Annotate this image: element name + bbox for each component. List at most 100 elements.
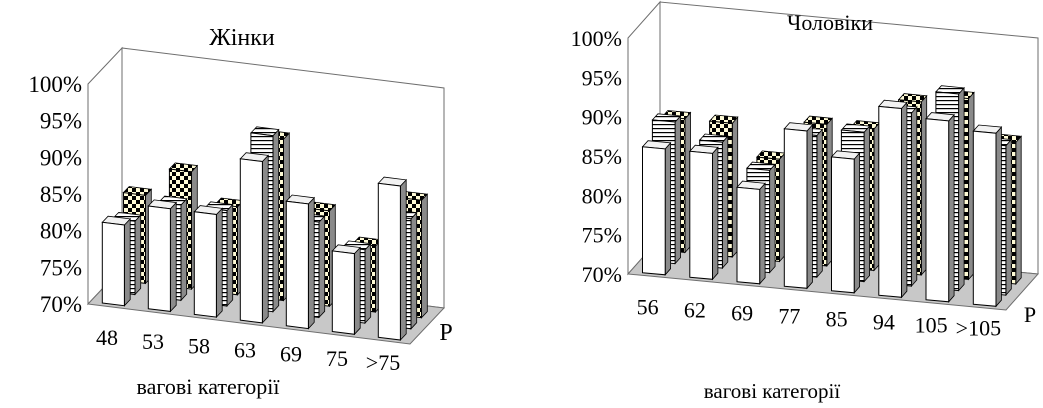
bar-front <box>689 150 713 280</box>
bar-side <box>948 113 955 303</box>
bar-side <box>1015 135 1022 286</box>
chart-title: Жінки <box>209 25 275 51</box>
bar <box>147 199 178 313</box>
bar-side <box>169 201 177 313</box>
bar <box>641 140 672 276</box>
bar-front <box>736 186 761 285</box>
depth-axis-label: P <box>1024 302 1036 327</box>
x-category-label: 53 <box>142 329 164 354</box>
bar <box>101 215 132 307</box>
bars <box>641 85 1023 308</box>
depth-axis-label: P <box>439 320 452 346</box>
bar-front <box>783 128 808 289</box>
bar-front <box>925 118 950 303</box>
bar-side <box>421 193 428 319</box>
bar-side <box>901 101 908 299</box>
bar-front <box>642 146 666 276</box>
x-axis-label: вагові категорії <box>704 379 841 403</box>
x-category-label: 62 <box>684 297 706 322</box>
chart-men: 70% 75% 80% 85% 90% 95% 100% 56 62 69 77 85 94 105 >10… <box>571 0 1040 403</box>
y-tick-labels: 70% 75% 80% 85% 90% 95% 100% <box>571 26 622 287</box>
bar-front <box>878 105 902 298</box>
bar-front <box>972 130 997 307</box>
x-category-label: 69 <box>731 300 753 325</box>
bar-side <box>759 182 766 285</box>
x-category-label: 77 <box>778 303 800 328</box>
bar-side <box>806 123 813 290</box>
y-tick-label: 75% <box>40 255 82 280</box>
y-tick-label: 95% <box>40 109 82 134</box>
bar <box>331 244 362 336</box>
x-category-label: 58 <box>188 333 210 358</box>
bar-front <box>239 158 263 324</box>
bar-front <box>285 200 309 330</box>
bar-side <box>853 151 860 294</box>
bar-front <box>377 182 401 341</box>
bar-side <box>958 86 965 292</box>
chart-title: Чоловіки <box>787 10 873 35</box>
y-tick-label: 80% <box>582 183 622 208</box>
bar-front <box>831 156 855 294</box>
bar <box>783 122 814 290</box>
bar-side <box>674 114 681 265</box>
chart-women: 70% 75% 80% 85% 90% 95% 100% 48 53 58 63 69 75 >75 Жін… <box>28 25 452 399</box>
y-tick-label: 100% <box>571 26 622 51</box>
x-category-label: >105 <box>956 315 1001 340</box>
bar <box>239 152 270 324</box>
x-category-label: 105 <box>915 312 948 337</box>
bar-side <box>364 242 372 325</box>
x-category-label: 56 <box>637 294 659 319</box>
bar-side <box>995 126 1002 308</box>
bar-side <box>215 207 223 319</box>
bar-side <box>816 128 823 279</box>
bar <box>688 144 719 281</box>
bar-side <box>769 163 776 274</box>
bar-side <box>124 217 131 307</box>
bar <box>193 205 224 319</box>
x-category-label: 69 <box>280 342 302 367</box>
bar-side <box>399 178 407 342</box>
x-category-label: 85 <box>826 306 848 331</box>
bar-front <box>147 205 171 312</box>
y-tick-label: 80% <box>40 219 82 244</box>
bar-side <box>722 135 729 270</box>
bar-side <box>1005 138 1012 297</box>
bar-side <box>307 196 315 330</box>
bar-side <box>911 105 918 288</box>
bar-side <box>863 125 870 283</box>
bar-side <box>353 246 361 336</box>
y-tick-labels: 70% 75% 80% 85% 90% 95% 100% <box>28 72 82 317</box>
bar <box>925 112 955 303</box>
y-tick-label: 70% <box>582 262 622 287</box>
bar-side <box>410 211 418 330</box>
bar <box>285 194 316 330</box>
bar-side <box>180 197 188 302</box>
bar-side <box>134 214 142 296</box>
y-tick-label: 75% <box>582 223 622 248</box>
y-tick-label: 70% <box>40 292 82 317</box>
bar-side <box>318 214 326 319</box>
bar-side <box>272 128 280 313</box>
bar <box>377 176 408 342</box>
x-category-labels: 56 62 69 77 85 94 105 >105 <box>637 294 1001 340</box>
bar-front <box>331 250 355 335</box>
bar-side <box>664 141 671 276</box>
bar-side <box>261 154 269 324</box>
x-category-label: 94 <box>873 309 895 334</box>
y-tick-label: 85% <box>582 144 622 169</box>
x-category-labels: 48 53 58 63 69 75 >75 <box>96 325 400 375</box>
x-category-label: 48 <box>96 325 118 350</box>
bar <box>830 150 861 294</box>
y-tick-label: 95% <box>582 65 622 90</box>
y-tick-label: 85% <box>40 182 82 207</box>
y-tick-label: 90% <box>582 105 622 130</box>
x-category-label: 63 <box>234 338 256 363</box>
x-axis-label: вагові категорії <box>137 374 281 399</box>
bar-side <box>226 203 234 308</box>
y-tick-label: 100% <box>28 72 82 97</box>
x-category-label: 75 <box>326 346 348 371</box>
bar <box>877 99 908 299</box>
bars <box>101 126 429 342</box>
